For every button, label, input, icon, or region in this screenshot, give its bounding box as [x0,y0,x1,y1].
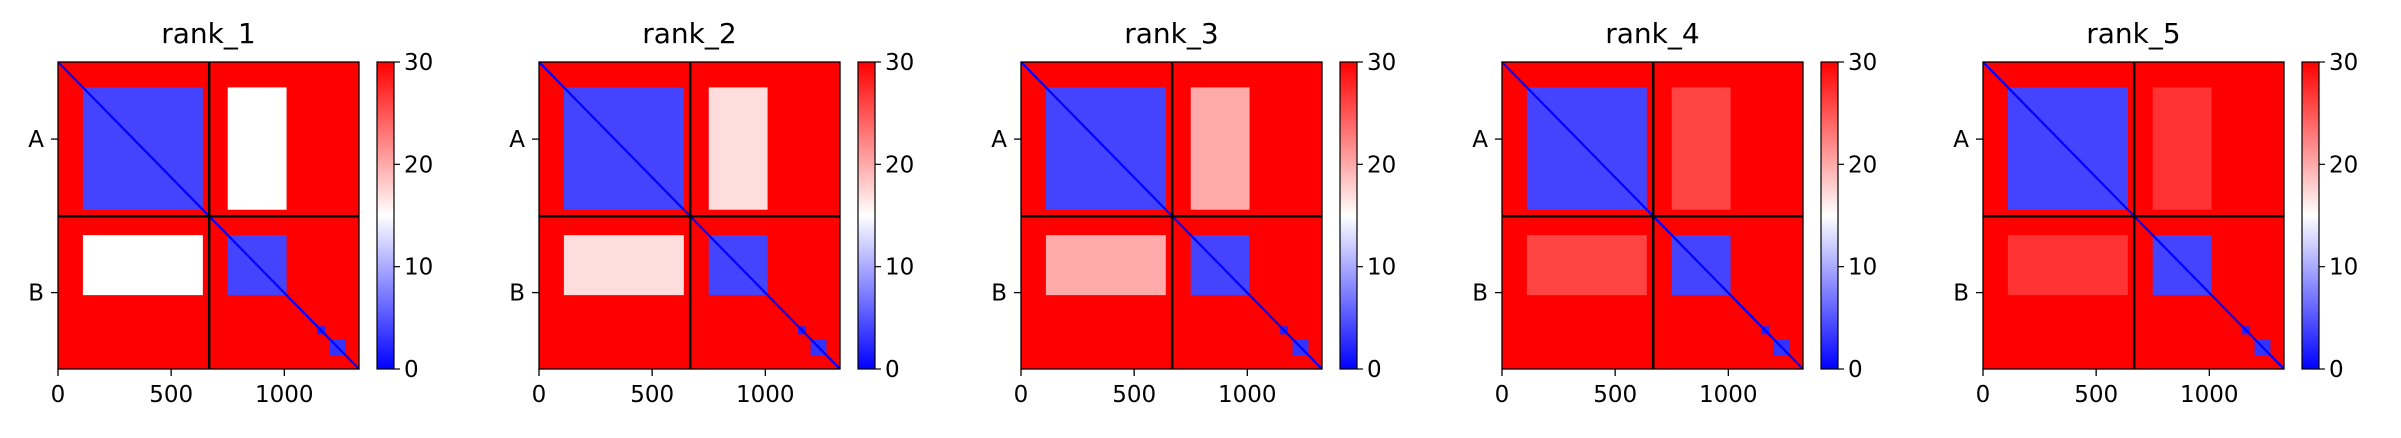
colorbar-tick-label: 10 [2329,255,2358,281]
colorbar-tick-label: 10 [885,255,914,281]
x-tick-label: 0 [1495,382,1510,408]
y-tick-label: A [28,127,44,153]
heatmap-interchain-block [1671,87,1731,210]
colorbar [1340,62,1357,369]
x-tick-label: 0 [532,382,547,408]
x-tick-label: 1000 [1218,382,1277,408]
x-tick-label: 0 [1976,382,1991,408]
colorbar-frame [2301,61,2320,370]
x-tick-label: 500 [1593,382,1637,408]
panel-title: rank_5 [2086,17,2180,50]
heatmap-interchain-block [1190,87,1250,210]
y-tick-label: A [1953,127,1969,153]
panel-rank_5: rank_5 0 500 1000 A B 0 10 20 30 [1953,17,2358,408]
x-tick-label: 0 [1014,382,1029,408]
colorbar-tick-label: 0 [404,357,419,383]
colorbar-frame [857,61,876,370]
x-tick-label: 500 [630,382,674,408]
axes-frame [538,61,841,370]
axes-frame [57,61,360,370]
colorbar-tick-label: 0 [1848,357,1863,383]
colorbar-tick-label: 10 [1367,255,1396,281]
colorbar-frame [376,61,395,370]
y-tick-label: A [991,127,1007,153]
x-tick-label: 500 [1112,382,1156,408]
x-tick-label: 1000 [2180,382,2239,408]
panel-rank_4: rank_4 0 500 1000 A B 0 10 20 30 [1472,17,1877,408]
heatmap-interchain-block [2007,235,2128,296]
x-tick-label: 500 [149,382,193,408]
axes-frame [1501,61,1804,370]
panel-title: rank_3 [1124,17,1218,50]
colorbar [858,62,875,369]
axes-frame [1020,61,1323,370]
colorbar-frame [1339,61,1358,370]
x-tick-label: 0 [51,382,66,408]
colorbar-tick-label: 20 [1848,152,1877,178]
heatmap-interchain-block [563,235,684,296]
colorbar-tick-label: 20 [2329,152,2358,178]
colorbar-tick-label: 30 [1848,50,1877,76]
panel-rank_3: rank_3 0 500 1000 A B 0 10 20 30 [991,17,1396,408]
panel-title: rank_1 [161,17,255,50]
axes-frame [1982,61,2285,370]
panel-rank_1: rank_1 0 500 1000 A B 0 10 20 30 [28,17,433,408]
colorbar [2302,62,2319,369]
heatmap-interchain-block [1045,235,1166,296]
heatmap-interchain-block [82,235,203,296]
x-tick-label: 500 [2074,382,2118,408]
heatmap-interchain-block [708,87,768,210]
y-tick-label: A [1472,127,1488,153]
colorbar-tick-label: 10 [1848,255,1877,281]
colorbar [1821,62,1838,369]
x-tick-label: 1000 [1699,382,1758,408]
x-tick-label: 1000 [736,382,795,408]
colorbar [377,62,394,369]
x-tick-label: 1000 [255,382,314,408]
heatmap-interchain-block [2152,87,2212,210]
colorbar-tick-label: 20 [404,152,433,178]
colorbar-tick-label: 30 [885,50,914,76]
y-tick-label: B [1472,281,1488,307]
colorbar-tick-label: 30 [1367,50,1396,76]
panel-rank_2: rank_2 0 500 1000 A B 0 10 20 30 [509,17,914,408]
heatmap-interchain-block [227,87,287,210]
colorbar-tick-label: 10 [404,255,433,281]
y-tick-label: B [991,281,1007,307]
colorbar-tick-label: 30 [404,50,433,76]
y-tick-label: B [1953,281,1969,307]
colorbar-frame [1820,61,1839,370]
y-tick-label: B [509,281,525,307]
heatmap-interchain-block [1526,235,1647,296]
colorbar-tick-label: 20 [885,152,914,178]
y-tick-label: B [28,281,44,307]
panel-title: rank_4 [1605,17,1699,50]
panel-title: rank_2 [642,17,736,50]
colorbar-tick-label: 20 [1367,152,1396,178]
colorbar-tick-label: 0 [2329,357,2344,383]
colorbar-tick-label: 30 [2329,50,2358,76]
colorbar-tick-label: 0 [885,357,900,383]
colorbar-tick-label: 0 [1367,357,1382,383]
y-tick-label: A [509,127,525,153]
